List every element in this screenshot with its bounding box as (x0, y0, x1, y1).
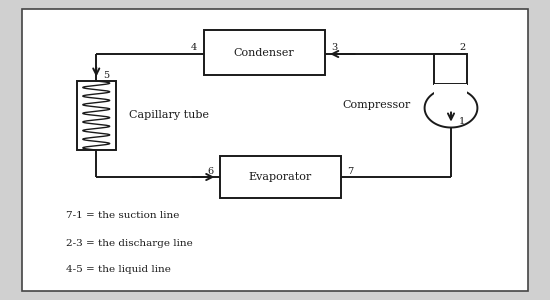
Polygon shape (425, 88, 477, 128)
Bar (77, 81, 116, 150)
Text: 1: 1 (459, 117, 465, 126)
Text: 4: 4 (191, 44, 197, 52)
Text: Capillary tube: Capillary tube (129, 110, 209, 121)
Bar (434, 54, 468, 84)
Text: 2-3 = the discharge line: 2-3 = the discharge line (66, 238, 192, 247)
Text: 7: 7 (348, 167, 354, 176)
Text: 6: 6 (207, 167, 213, 176)
Text: 4-5 = the liquid line: 4-5 = the liquid line (66, 266, 171, 274)
Text: Condenser: Condenser (234, 47, 294, 58)
Text: Evaporator: Evaporator (249, 172, 312, 182)
Text: 5: 5 (103, 70, 109, 80)
Text: Compressor: Compressor (343, 100, 411, 110)
Text: 7-1 = the suction line: 7-1 = the suction line (66, 212, 179, 220)
Text: 2: 2 (459, 44, 465, 52)
Bar (220, 156, 341, 198)
Bar (204, 30, 324, 75)
Text: 3: 3 (331, 44, 337, 52)
Bar (434, 84, 468, 108)
